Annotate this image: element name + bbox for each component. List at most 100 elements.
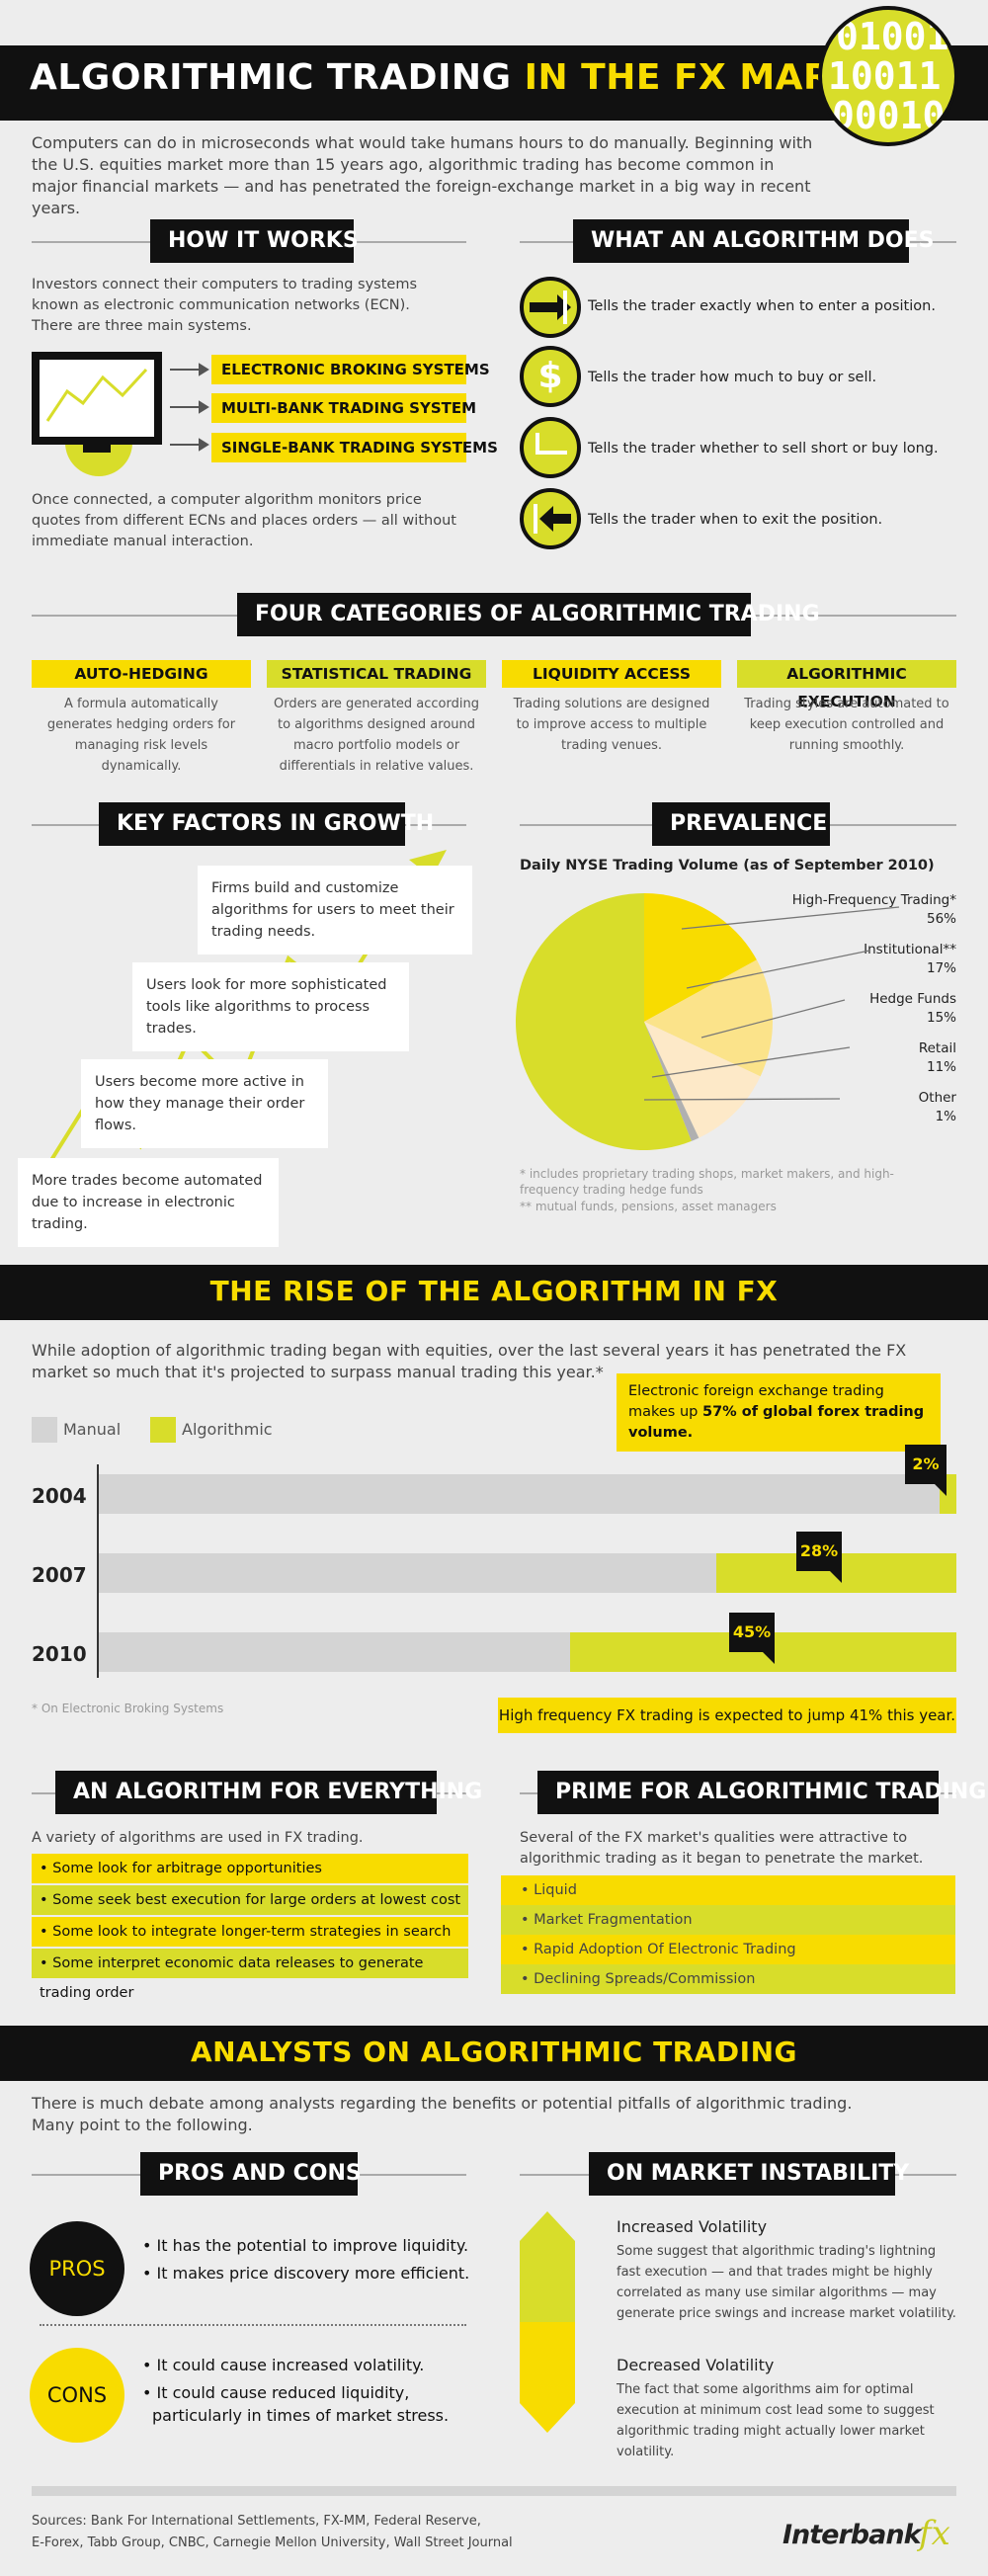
- axis-line: [97, 1464, 99, 1678]
- prime-item-3: • Rapid Adoption Of Electronic Trading: [501, 1935, 955, 1964]
- cons-item-3: particularly in times of market stress.: [152, 2406, 450, 2425]
- pie-slice-high-frequency-trading: [515, 893, 692, 1150]
- year-2010: 2010: [32, 1642, 87, 1666]
- everything-title: AN ALGORITHM FOR EVERYTHING: [55, 1771, 482, 1814]
- pie-slice-institutional: [644, 893, 757, 1022]
- everything-item-2: • Some seek best execution for large ord…: [32, 1885, 468, 1915]
- logo-fx: fx: [919, 2514, 950, 2553]
- pie-label-other: Other 1%: [918, 1090, 956, 1124]
- rise-bottom-note: High frequency FX trading is expected to…: [498, 1698, 956, 1733]
- bar-2004: [99, 1474, 956, 1514]
- category-desc-2: Orders are generated according to algori…: [274, 697, 479, 774]
- prevalence-note-1: * includes proprietary trading shops, ma…: [520, 1167, 894, 1197]
- rise-footnote: * On Electronic Broking Systems: [32, 1702, 224, 1715]
- pie-label-hedge-funds: Hedge Funds 15%: [869, 991, 956, 1026]
- proscons-title: PROS AND CONS: [140, 2152, 362, 2196]
- cons-item-2: • It could cause reduced liquidity,: [142, 2383, 410, 2402]
- prime-text: Several of the FX market's qualities wer…: [520, 1830, 924, 1867]
- pie-leader-lines: [643, 906, 900, 1101]
- pie-slice-other: [644, 1022, 700, 1141]
- forex-highlight: Electronic foreign exchange trading make…: [617, 1373, 941, 1452]
- pros-cons-separator: [40, 2324, 466, 2326]
- pros-badge: PROS: [30, 2221, 124, 2316]
- prime-item-2: • Market Fragmentation: [501, 1905, 955, 1935]
- pie-label-retail: Retail 11%: [918, 1040, 956, 1075]
- category-desc-4: Trading styles are automated to keep exe…: [744, 697, 949, 753]
- instability-title: ON MARKET INSTABILITY: [589, 2152, 909, 2196]
- categories-title: FOUR CATEGORIES OF ALGORITHMIC TRADING: [237, 593, 820, 636]
- category-algorithmic-execution: ALGORITHMIC EXECUTION: [737, 660, 956, 710]
- rise-intro: While adoption of algorithmic trading be…: [32, 1341, 907, 1381]
- growth-title: KEY FACTORS IN GROWTH: [99, 802, 434, 846]
- system-tag-2: MULTI-BANK TRADING SYSTEM: [211, 393, 476, 423]
- prevalence-title: PREVALENCE: [652, 802, 830, 846]
- pros-item-1: • It has the potential to improve liquid…: [142, 2236, 469, 2255]
- everything-item-4: • Some interpret economic data releases …: [32, 1949, 468, 2001]
- enter-position-icon: [520, 277, 581, 338]
- prime-item-1: • Liquid: [501, 1875, 955, 1905]
- callout-2004: 2%: [905, 1445, 947, 1496]
- logo-main: Interbank: [782, 2520, 922, 2550]
- volatility-hexagon: [520, 2211, 575, 2433]
- binary-line-3: 00010: [832, 94, 946, 137]
- algorithm-step-3: Tells the trader whether to sell short o…: [588, 441, 939, 457]
- category-desc-3: Trading solutions are designed to improv…: [513, 697, 710, 753]
- increased-volatility-text: Some suggest that algorithmic trading's …: [617, 2244, 956, 2321]
- how-it-works-title: HOW IT WORKS: [150, 219, 359, 263]
- pie-chart: [515, 893, 773, 1150]
- callout-2010: 45%: [729, 1613, 775, 1664]
- binary-logo: 01001 10011 00010: [818, 6, 958, 146]
- intro-text: Computers can do in microseconds what wo…: [32, 133, 813, 217]
- algorithm-step-4: Tells the trader when to exit the positi…: [588, 512, 883, 528]
- growth-step-2: Users become more active in how they man…: [81, 1059, 328, 1148]
- pie-slice-retail: [644, 1022, 761, 1138]
- binary-line-2: 10011: [828, 54, 942, 98]
- binary-line-1: 01001: [836, 15, 949, 58]
- rise-bar: [0, 1265, 988, 1320]
- bar-2010: [99, 1632, 956, 1672]
- arrows: [170, 360, 209, 455]
- everything-text: A variety of algorithms are used in FX t…: [32, 1830, 364, 1846]
- sources-line-1: Sources: Bank For International Settleme…: [32, 2514, 481, 2529]
- computer-icon: [32, 352, 162, 476]
- year-2007: 2007: [32, 1563, 87, 1587]
- legend-manual-swatch: [32, 1417, 57, 1443]
- sources-line-2: E-Forex, Tabb Group, CNBC, Carnegie Mell…: [32, 2535, 513, 2550]
- increased-volatility-title: Increased Volatility: [617, 2217, 768, 2236]
- prime-item-4: • Declining Spreads/Commission: [501, 1964, 955, 1994]
- interbankfx-logo: Interbank fx: [782, 2510, 960, 2557]
- analysts-title: ANALYSTS ON ALGORITHMIC TRADING: [191, 2036, 797, 2068]
- growth-step-3: Users look for more sophisticated tools …: [132, 962, 409, 1051]
- long-short-icon: [520, 417, 581, 478]
- everything-item-1: • Some look for arbitrage opportunities: [32, 1854, 468, 1883]
- system-tag-1: ELECTRONIC BROKING SYSTEMS: [211, 355, 490, 384]
- year-2004: 2004: [32, 1484, 87, 1508]
- pie-slice-hedge-funds: [644, 959, 773, 1077]
- algorithm-step-2: Tells the trader how much to buy or sell…: [588, 370, 877, 385]
- cons-item-1: • It could cause increased volatility.: [142, 2356, 425, 2374]
- cons-badge: CONS: [30, 2348, 124, 2443]
- callout-2007: 28%: [796, 1532, 842, 1583]
- category-desc-1: A formula automatically generates hedgin…: [46, 697, 236, 774]
- dollar-icon: $: [520, 346, 581, 407]
- page-title: ALGORITHMIC TRADING IN THE FX MARKET: [30, 57, 909, 98]
- prevalence-chart-title: Daily NYSE Trading Volume (as of Septemb…: [520, 858, 935, 873]
- legend-algo-label: Algorithmic: [182, 1420, 273, 1439]
- category-auto-hedging: AUTO-HEDGING: [32, 660, 251, 688]
- title-white: ALGORITHMIC TRADING: [30, 57, 512, 98]
- rise-title: THE RISE OF THE ALGORITHM IN FX: [209, 1275, 779, 1307]
- prime-title: PRIME FOR ALGORITHMIC TRADING: [537, 1771, 986, 1814]
- growth-step-4: Firms build and customize algorithms for…: [198, 866, 472, 955]
- growth-step-1: More trades become automated due to incr…: [18, 1158, 279, 1247]
- algorithm-does-title: WHAT AN ALGORITHM DOES: [573, 219, 935, 263]
- legend-manual-label: Manual: [63, 1420, 122, 1439]
- decreased-volatility-text: The fact that some algorithms aim for op…: [617, 2382, 935, 2459]
- bar-2007: [99, 1553, 956, 1593]
- exit-position-icon: [520, 488, 581, 549]
- system-tag-3: SINGLE-BANK TRADING SYSTEMS: [211, 433, 498, 462]
- how-it-works-text: Investors connect their computers to tra…: [32, 277, 418, 334]
- category-liquidity-access: LIQUIDITY ACCESS: [502, 660, 721, 688]
- analysts-bar: [0, 2026, 988, 2081]
- decreased-volatility-title: Decreased Volatility: [617, 2356, 775, 2374]
- how-it-works-footer: Once connected, a computer algorithm mon…: [32, 492, 456, 549]
